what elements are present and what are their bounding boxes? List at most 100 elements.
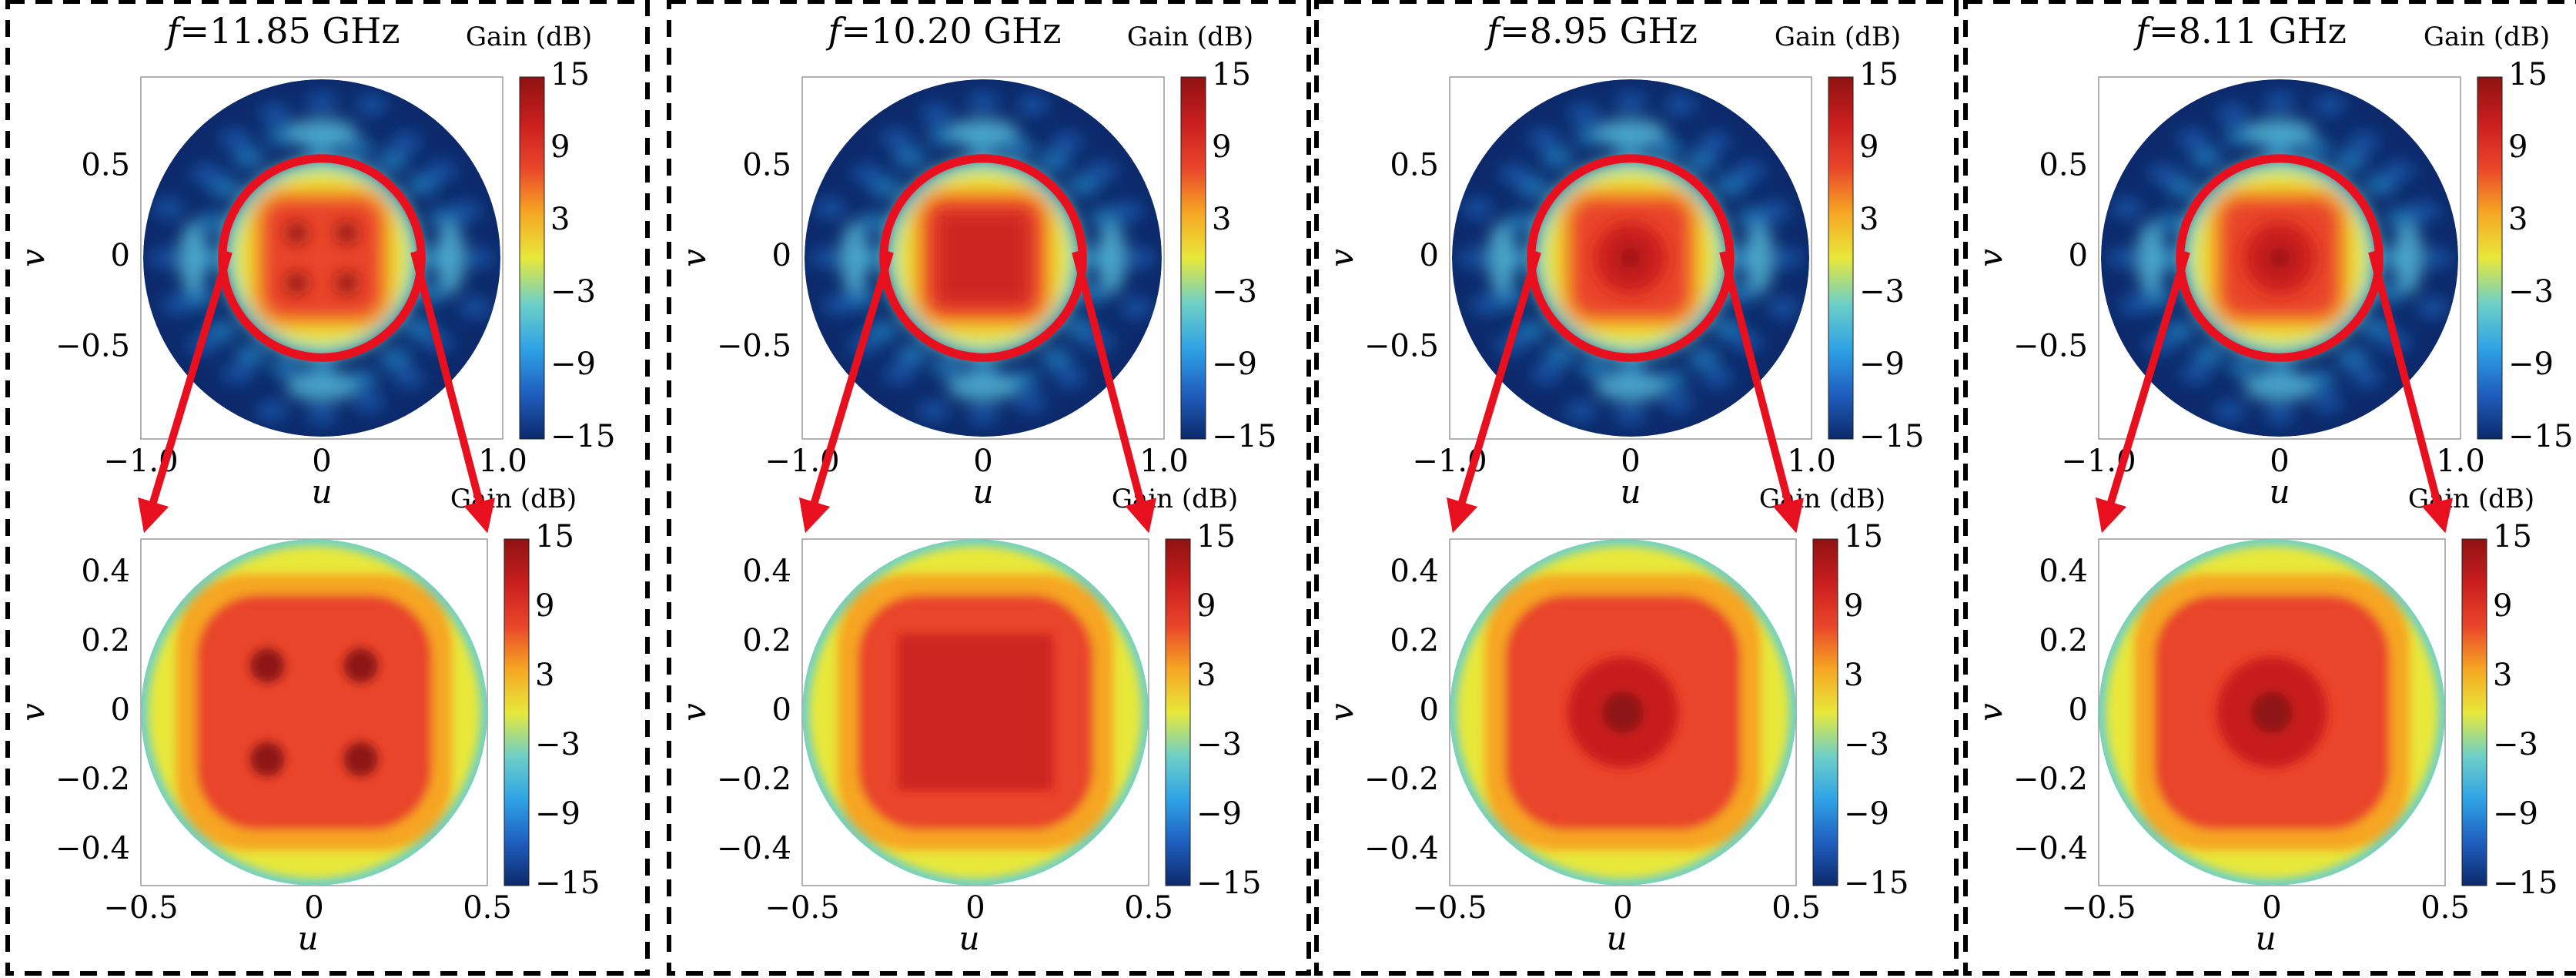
sidelobe [1687,347,1720,370]
x-tick-label: 0 [1621,444,1640,479]
panel-frame [1963,0,2576,976]
y-tick-label: −0.5 [2013,329,2088,364]
beam-peak [249,742,285,777]
x-tick-label: 0 [1613,890,1632,926]
sidelobe [1564,400,1597,422]
colorbar-title: Gain (dB) [1775,22,1901,52]
zoom-arrow-left [2095,250,2190,534]
x-tick-label: 0 [965,890,985,926]
y-tick-label: 0 [1420,238,1439,273]
x-axis-label: u [1620,473,1641,511]
panel-frame [1314,0,1959,976]
colorbar-tick-label: 3 [550,202,570,237]
sidelobe [2350,366,2383,388]
zoom-region-circle [879,154,1087,362]
y-tick-label: −0.2 [2013,762,2088,797]
sidelobe [1541,146,1574,169]
zoom-region-circle [2176,154,2384,362]
sidelobe [2193,343,2226,366]
sidelobe [424,160,457,183]
title-value: =10.20 GHz [841,10,1062,52]
colorbar-tick-label: 3 [1844,658,1863,693]
sidelobe [402,317,435,340]
x-axis-label: u [2269,473,2290,511]
grating-lobe [947,119,1019,148]
sidelobe [235,343,268,366]
x-axis-label: u [297,919,318,957]
sidelobe [1733,160,1766,183]
zoom-arrow-right [2368,250,2454,534]
colorbar-tick-label: 3 [1212,202,1231,237]
sidelobe [2110,197,2143,219]
zoom-arrow-right [1072,250,1157,534]
colorbar-tick-label: 15 [1859,57,1899,92]
y-tick-label: 0 [111,692,130,728]
y-axis-label: v [1323,249,1360,267]
zoom-heatmap [1450,539,1796,886]
sidelobe [2180,363,2212,385]
colorbar-tick-label: −15 [1196,866,1261,901]
y-tick-label: 0.4 [2039,554,2088,589]
sidelobe [2176,128,2210,150]
sidelobe [814,197,847,219]
y-tick-label: 0 [772,238,791,273]
y-axis-label: v [1323,703,1360,722]
y-tick-label: 0.2 [2039,623,2088,658]
sidelobe [896,343,929,366]
colorbar-tick-label: −3 [1212,274,1257,310]
sidelobe-layer [149,91,494,425]
sidelobe [376,150,409,172]
colorbar-tick-label: −9 [535,796,580,832]
y-tick-label: 0.4 [81,554,130,589]
y-tick-label: 0 [111,238,130,273]
colorbar-title: Gain (dB) [2408,484,2534,514]
y-tick-label: −0.5 [55,329,130,364]
grating-lobe [286,372,358,401]
sidelobe [857,211,890,233]
y-tick-label: 0.5 [2039,148,2088,183]
sidelobe [256,400,289,422]
full-heatmap [2101,79,2458,437]
beam-peak-core [1602,692,1644,733]
sidelobe [458,296,491,319]
sidelobe [2382,160,2415,183]
sidelobe [1458,247,1490,269]
colorbar [1165,538,1191,886]
y-axis-label: v [1972,703,2009,722]
grating-lobe [2394,222,2423,294]
sidelobe [2336,347,2369,370]
peak-layer [1594,222,1667,294]
sidelobe [259,102,291,125]
sidelobe [811,247,843,269]
grating-lobe [1487,222,1517,294]
y-tick-label: −0.4 [55,831,130,866]
beam-peak [343,742,379,777]
full-axes-box [801,76,1165,440]
sidelobe [219,128,252,150]
zoom-heatmap [802,539,1149,886]
colorbar-title: Gain (dB) [1759,484,1885,514]
sidelobe [2364,174,2397,196]
x-tick-label: 0.5 [2420,890,2470,926]
peak-layer [2243,222,2316,294]
chart-panel-3: f=8.95 GHz−1.0 0 1.00.50−0.5uv1593−3−9−15G… [1314,0,1959,976]
y-tick-label: −0.2 [717,762,791,797]
sidelobe [2147,162,2180,185]
sidelobe [2213,400,2246,422]
y-tick-label: −0.4 [717,831,791,866]
sidelobe [920,102,952,125]
sidelobe [1661,391,1694,414]
grating-lobe [436,222,465,294]
y-tick-label: 0.2 [742,623,791,658]
x-tick-label: 0 [973,444,992,479]
x-axis-label: u [958,919,979,957]
sidelobe [450,200,483,222]
sidelobe [1051,131,1083,153]
y-tick-label: 0.5 [742,148,791,183]
colorbar-tick-label: −3 [2493,727,2538,762]
panel-title: f=11.85 GHz [165,10,400,52]
colorbar-tick-label: 15 [1212,57,1251,92]
colorbar-tick-label: −15 [1212,419,1276,454]
sidelobe [1086,160,1119,183]
colorbar-tick-label: 9 [2493,588,2512,624]
